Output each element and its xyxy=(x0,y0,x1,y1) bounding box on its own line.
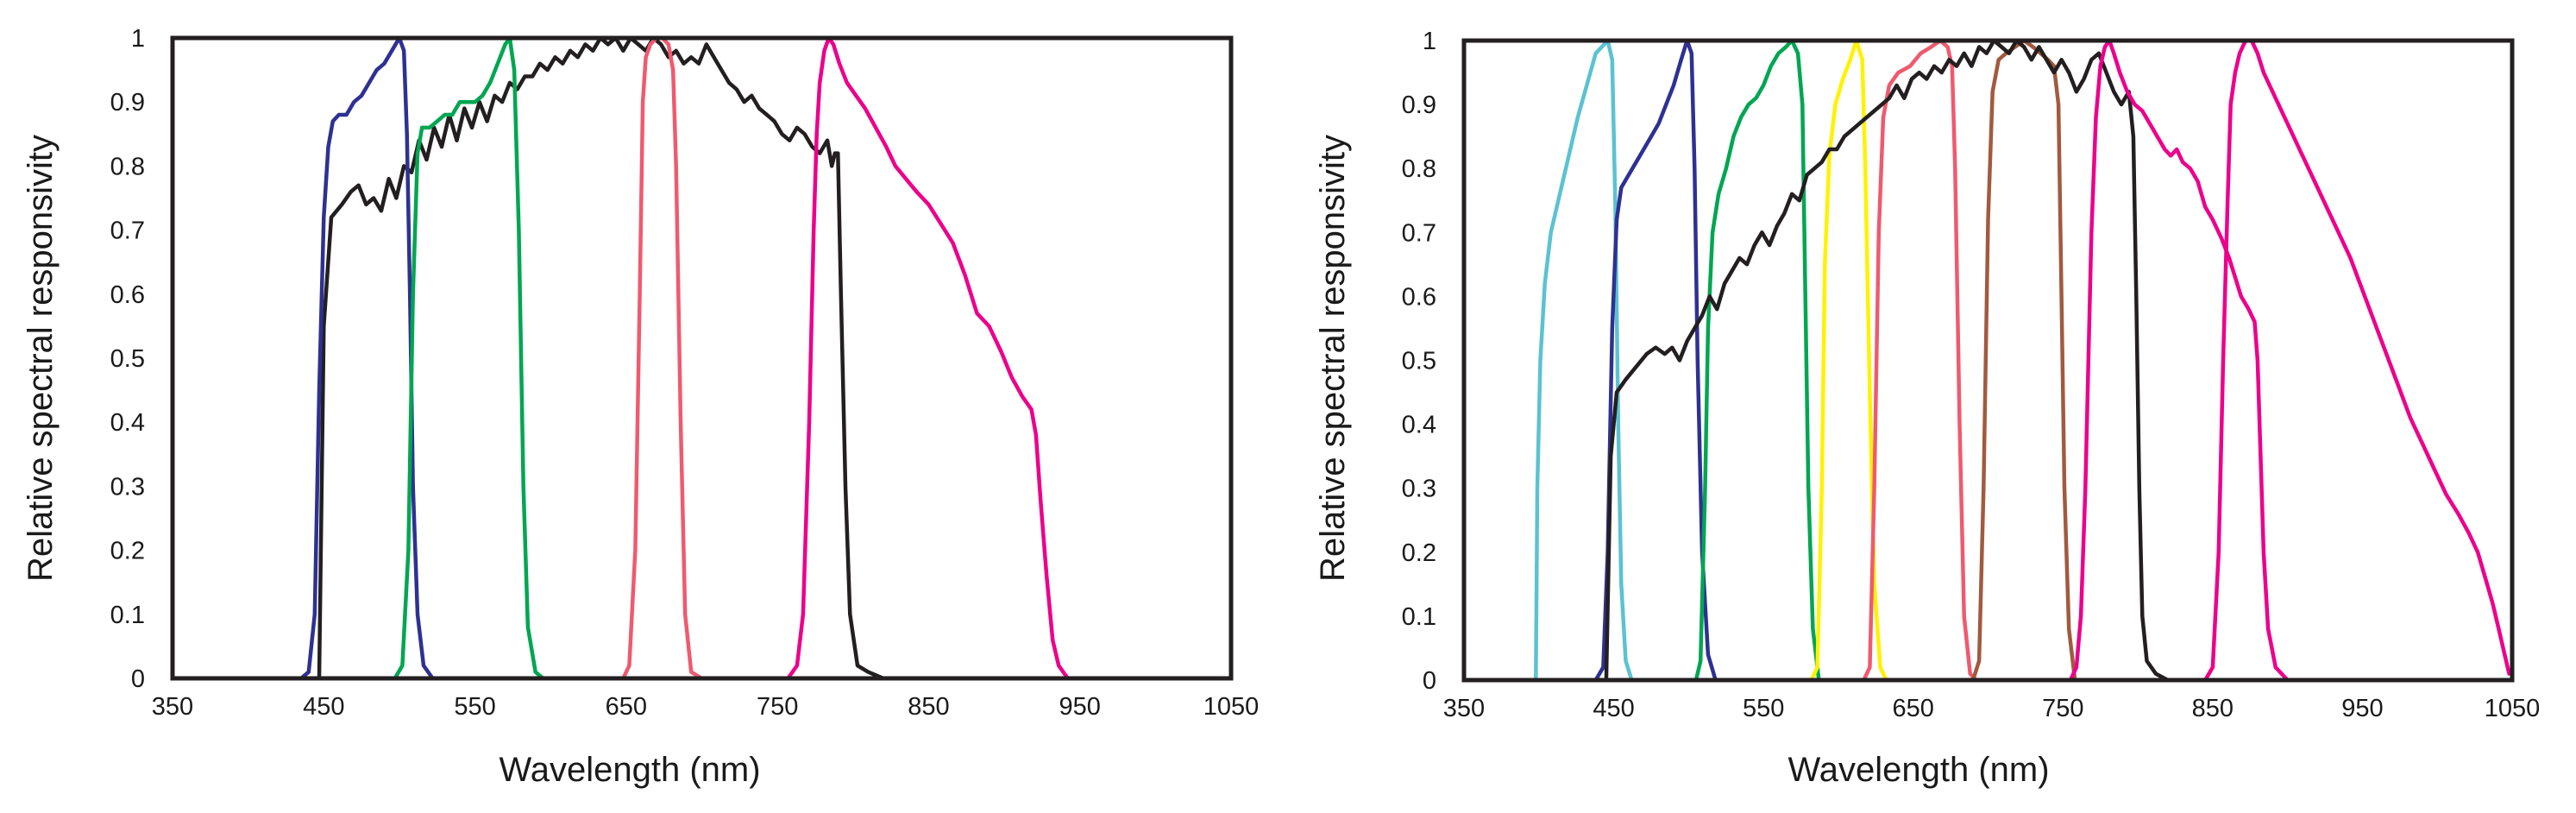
series-line-coastal xyxy=(1534,38,1634,683)
y-tick-label: 1 xyxy=(131,25,145,53)
series-line-pan xyxy=(317,35,886,681)
chart-right: 0 0.1 0.2 0.3 0.4 0.5 0.6 0.7 0.8 0.9 1 350 450 550 6… xyxy=(1314,28,2540,789)
plot-frame xyxy=(1461,38,2515,683)
x-tick-label: 950 xyxy=(1059,693,1101,721)
y-tick-labels: 0 0.1 0.2 0.3 0.4 0.5 0.6 0.7 0.8 0.9 1 xyxy=(1402,28,1436,695)
x-tick-label: 650 xyxy=(1893,695,1934,722)
x-tick-label: 850 xyxy=(2192,695,2234,722)
y-tick-label: 0.8 xyxy=(110,153,145,180)
series-line-blue xyxy=(1593,38,1718,683)
y-tick-label: 0.7 xyxy=(1402,219,1436,247)
y-tick-label: 0.5 xyxy=(110,345,145,373)
y-tick-label: 0.6 xyxy=(110,281,145,309)
x-tick-label: 550 xyxy=(1743,695,1784,722)
series-line-pan xyxy=(1604,38,2171,683)
x-tick-label: 1050 xyxy=(2485,695,2541,722)
x-tick-label: 750 xyxy=(757,693,798,721)
plot-frame xyxy=(170,35,1234,681)
y-tick-label: 0 xyxy=(131,665,145,693)
series-line-green xyxy=(393,35,545,681)
y-tick-label: 1 xyxy=(1423,28,1436,55)
chart-left: 0 0.1 0.2 0.3 0.4 0.5 0.6 0.7 0.8 0.9 1 350 450 550 6… xyxy=(22,25,1259,789)
y-tick-label: 0.4 xyxy=(1402,412,1436,439)
x-tick-label: 750 xyxy=(2042,695,2083,722)
y-axis-title: Relative spectral responsivity xyxy=(22,135,60,582)
x-axis-title: Wavelength (nm) xyxy=(1787,751,2049,789)
y-tick-label: 0.6 xyxy=(1402,283,1436,311)
y-tick-label: 0.5 xyxy=(1402,348,1436,375)
y-tick-label: 0.8 xyxy=(1402,155,1436,183)
y-tick-labels: 0 0.1 0.2 0.3 0.4 0.5 0.6 0.7 0.8 0.9 1 xyxy=(110,25,145,693)
y-axis-title: Relative spectral responsivity xyxy=(1314,135,1352,582)
x-tick-label: 850 xyxy=(908,693,949,721)
y-tick-label: 0.2 xyxy=(1402,539,1436,567)
y-tick-label: 0 xyxy=(1423,667,1436,695)
x-tick-label: 950 xyxy=(2341,695,2383,722)
y-tick-label: 0.2 xyxy=(110,538,145,565)
x-tick-label: 350 xyxy=(152,693,193,721)
y-tick-label: 0.3 xyxy=(1402,476,1436,503)
x-tick-label: 450 xyxy=(303,693,344,721)
y-tick-label: 0.4 xyxy=(110,409,145,437)
y-tick-label: 0.7 xyxy=(110,217,145,245)
y-tick-label: 0.9 xyxy=(110,89,145,117)
y-tick-label: 0.1 xyxy=(1402,603,1436,631)
series-line-red xyxy=(621,35,704,681)
x-axis-title: Wavelength (nm) xyxy=(499,751,760,789)
series-line-nir1 xyxy=(2068,38,2290,683)
x-tick-labels: 350 450 550 650 750 850 950 1050 xyxy=(1443,695,2540,722)
y-tick-label: 0.9 xyxy=(1402,91,1436,119)
y-tick-label: 0.3 xyxy=(110,473,145,501)
x-tick-label: 550 xyxy=(454,693,495,721)
x-tick-label: 650 xyxy=(606,693,647,721)
series-line-nir xyxy=(786,35,1070,681)
x-tick-label: 450 xyxy=(1593,695,1634,722)
x-tick-label: 1050 xyxy=(1203,693,1260,721)
x-tick-labels: 350 450 550 650 750 850 950 1050 xyxy=(152,693,1259,721)
series-line-nir2 xyxy=(2202,38,2511,683)
series-group xyxy=(298,35,1070,681)
series-group xyxy=(1534,38,2511,683)
series-line-red xyxy=(1862,38,1978,683)
y-tick-label: 0.1 xyxy=(110,602,145,629)
series-line-green xyxy=(1693,38,1821,683)
series-line-rededge xyxy=(1970,38,2077,683)
x-tick-label: 350 xyxy=(1443,695,1485,722)
